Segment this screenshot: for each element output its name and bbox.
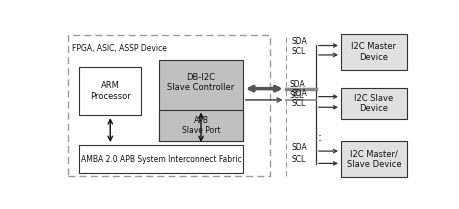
Text: SDA: SDA xyxy=(289,80,305,89)
Text: ·: · xyxy=(317,135,321,148)
Text: SCL: SCL xyxy=(291,99,305,108)
Text: ARM
Processor: ARM Processor xyxy=(90,81,130,101)
Text: APB
Slave Port: APB Slave Port xyxy=(181,116,220,135)
Text: SDA: SDA xyxy=(291,143,306,152)
Text: SCL: SCL xyxy=(289,91,303,100)
Text: SCL: SCL xyxy=(291,155,305,164)
FancyBboxPatch shape xyxy=(340,88,406,119)
FancyBboxPatch shape xyxy=(68,35,269,176)
FancyBboxPatch shape xyxy=(159,110,242,141)
Text: SCL: SCL xyxy=(291,47,305,56)
Text: I2C Slave
Device: I2C Slave Device xyxy=(353,94,392,113)
Text: I2C Master/
Slave Device: I2C Master/ Slave Device xyxy=(346,149,400,169)
FancyBboxPatch shape xyxy=(159,60,242,141)
Text: FPGA, ASIC, ASSP Device: FPGA, ASIC, ASSP Device xyxy=(73,44,167,53)
FancyBboxPatch shape xyxy=(340,141,406,177)
FancyBboxPatch shape xyxy=(79,145,242,173)
Text: AMBA 2.0 APB System Interconnect Fabric: AMBA 2.0 APB System Interconnect Fabric xyxy=(80,154,241,164)
FancyBboxPatch shape xyxy=(340,34,406,70)
Text: SDA: SDA xyxy=(291,37,306,46)
Text: SDA: SDA xyxy=(291,89,306,98)
FancyBboxPatch shape xyxy=(79,67,141,115)
Text: ·: · xyxy=(317,130,321,143)
Text: DB-I2C
Slave Controller: DB-I2C Slave Controller xyxy=(167,73,234,92)
Text: I2C Master
Device: I2C Master Device xyxy=(351,42,396,62)
